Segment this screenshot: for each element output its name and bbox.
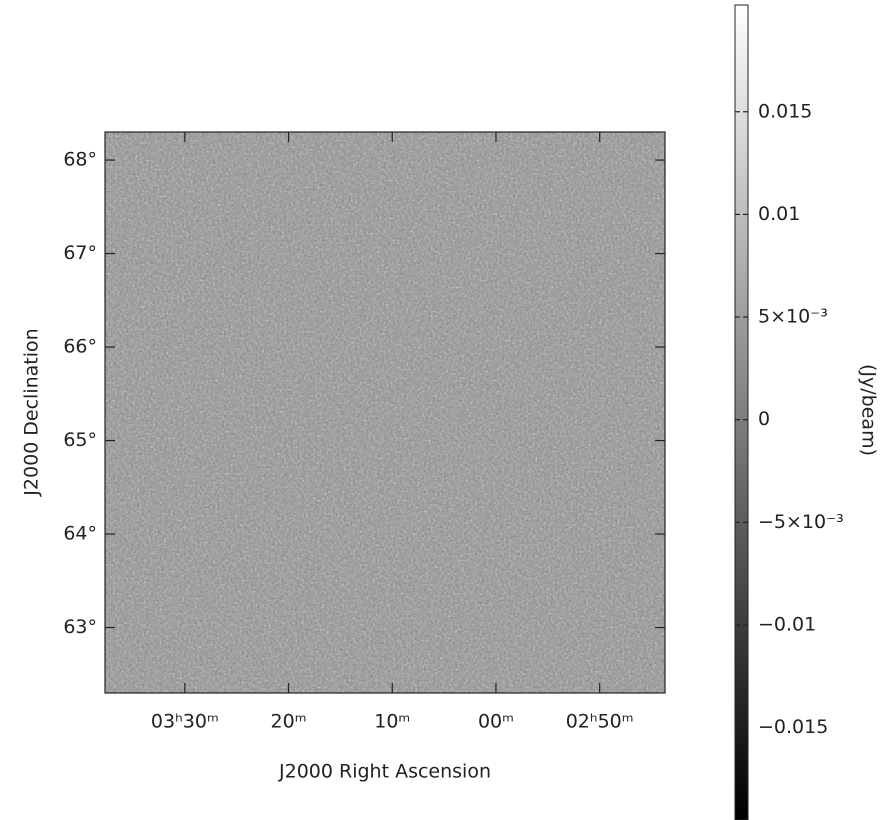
colorbar-tick-label: −0.015 [758, 716, 828, 738]
x-tick-label: 10ᵐ [374, 711, 410, 733]
x-tick-label: 20ᵐ [271, 711, 307, 733]
colorbar-tick-label: −5×10⁻³ [758, 511, 844, 533]
y-axis-label: J2000 Declination [21, 328, 43, 496]
x-tick-label: 03ʰ30ᵐ [151, 711, 219, 733]
colorbar-label: (Jy/beam) [858, 364, 880, 456]
y-tick-label: 63° [63, 616, 97, 638]
colorbar-tick-label: 0.01 [758, 203, 800, 225]
x-tick-label: 02ʰ50ᵐ [566, 711, 634, 733]
colorbar-tick-label: 0.015 [758, 100, 812, 122]
x-tick-label: 00ᵐ [478, 711, 514, 733]
y-tick-label: 65° [63, 429, 97, 451]
colorbar-tick-label: −0.01 [758, 613, 816, 635]
y-tick-label: 68° [63, 149, 97, 171]
colorbar-tick-label: 5×10⁻³ [758, 306, 828, 328]
colorbar [734, 4, 749, 820]
y-tick-label: 67° [63, 242, 97, 264]
x-axis-label: J2000 Right Ascension [278, 761, 491, 783]
y-tick-label: 66° [63, 336, 97, 358]
sky-image [105, 132, 665, 693]
y-tick-label: 64° [63, 523, 97, 545]
colorbar-tick-label: 0 [758, 408, 770, 430]
plot-frame [104, 131, 666, 694]
